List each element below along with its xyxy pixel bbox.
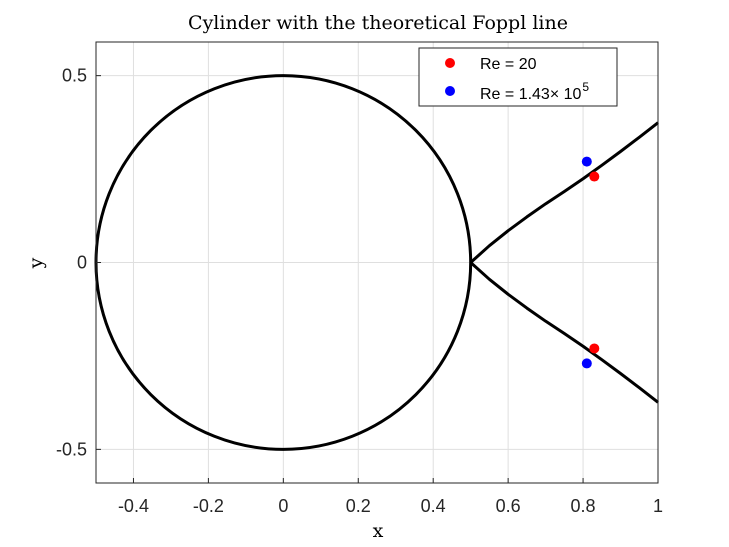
- legend-label-re143e5-exponent: 5: [582, 80, 589, 94]
- data-point: [581, 358, 592, 369]
- data-point: [589, 171, 600, 182]
- data-point: [589, 343, 600, 354]
- x-tick-label: 0.2: [346, 496, 371, 516]
- y-ticks: 0.5 0 -0.5: [56, 66, 101, 459]
- foppl-line-lower: [469, 261, 659, 404]
- legend-marker-re143e5: [445, 86, 455, 96]
- x-ticks: -0.4 -0.2 0 0.2 0.4 0.6 0.8 1: [118, 478, 663, 516]
- chart-title: Cylinder with the theoretical Foppl line: [188, 12, 568, 34]
- y-tick-label: 0: [77, 253, 87, 273]
- x-tick-label: -0.2: [193, 496, 224, 516]
- x-tick-label: 0: [278, 496, 288, 516]
- x-tick-label: 0.8: [571, 496, 596, 516]
- y-tick-label: 0.5: [62, 66, 87, 86]
- x-tick-label: 0.6: [496, 496, 521, 516]
- foppl-line-upper: [469, 121, 659, 264]
- data-point: [581, 156, 592, 167]
- x-axis-label: x: [373, 520, 384, 542]
- x-tick-label: 0.4: [421, 496, 446, 516]
- legend-label-re20: Re = 20: [480, 56, 537, 73]
- legend: Re = 20 Re = 1.43× 105: [418, 47, 618, 107]
- legend-marker-re20: [445, 58, 455, 68]
- y-tick-label: -0.5: [56, 439, 87, 459]
- legend-label-re143e5: Re = 1.43× 105: [480, 80, 589, 103]
- legend-box: [418, 47, 618, 107]
- x-tick-label: -0.4: [118, 496, 149, 516]
- x-tick-label: 1: [653, 496, 663, 516]
- data-points: [581, 156, 600, 369]
- legend-label-re143e5-base: Re = 1.43× 10: [480, 86, 582, 103]
- y-axis-label: y: [25, 257, 47, 269]
